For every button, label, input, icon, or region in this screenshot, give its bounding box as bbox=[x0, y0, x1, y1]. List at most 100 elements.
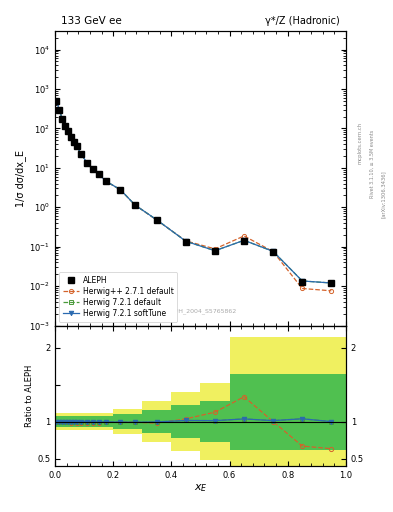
ALEPH bbox=[90, 165, 95, 172]
Herwig 7.2.1 default bbox=[90, 166, 95, 172]
Herwig 7.2.1 default bbox=[63, 123, 68, 129]
Herwig 7.2.1 softTune bbox=[271, 248, 275, 254]
ALEPH bbox=[63, 122, 68, 129]
Herwig++ 2.7.1 default bbox=[242, 233, 246, 239]
ALEPH bbox=[242, 238, 246, 244]
Herwig 7.2.1 softTune bbox=[69, 134, 73, 140]
Herwig++ 2.7.1 default bbox=[118, 187, 123, 193]
Herwig++ 2.7.1 default bbox=[72, 139, 76, 145]
Herwig++ 2.7.1 default bbox=[154, 217, 159, 223]
ALEPH bbox=[213, 248, 217, 254]
Herwig 7.2.1 softTune bbox=[90, 166, 95, 172]
Y-axis label: 1/σ dσ/dx_E: 1/σ dσ/dx_E bbox=[15, 150, 26, 207]
Herwig 7.2.1 softTune bbox=[66, 129, 70, 135]
ALEPH bbox=[54, 98, 59, 104]
ALEPH bbox=[75, 143, 79, 149]
Herwig++ 2.7.1 default bbox=[66, 129, 70, 135]
Line: Herwig++ 2.7.1 default: Herwig++ 2.7.1 default bbox=[54, 99, 333, 293]
Herwig 7.2.1 default bbox=[60, 116, 64, 122]
Herwig++ 2.7.1 default bbox=[133, 202, 138, 208]
Text: ALEPH_2004_S5765862: ALEPH_2004_S5765862 bbox=[164, 308, 237, 314]
Herwig 7.2.1 default bbox=[54, 98, 59, 104]
Herwig++ 2.7.1 default bbox=[60, 116, 64, 122]
Text: [arXiv:1306.3436]: [arXiv:1306.3436] bbox=[381, 170, 386, 219]
Herwig 7.2.1 default bbox=[118, 187, 123, 193]
Y-axis label: Ratio to ALEPH: Ratio to ALEPH bbox=[25, 365, 34, 427]
Herwig 7.2.1 default bbox=[96, 171, 101, 177]
Herwig++ 2.7.1 default bbox=[84, 160, 89, 166]
Herwig 7.2.1 softTune bbox=[54, 98, 59, 104]
ALEPH bbox=[184, 239, 188, 245]
Herwig 7.2.1 softTune bbox=[104, 178, 108, 184]
Herwig 7.2.1 softTune bbox=[79, 151, 84, 157]
Herwig 7.2.1 softTune bbox=[84, 160, 89, 166]
Herwig 7.2.1 default bbox=[329, 280, 334, 286]
Herwig++ 2.7.1 default bbox=[75, 143, 79, 149]
Herwig++ 2.7.1 default bbox=[69, 134, 73, 140]
Herwig 7.2.1 default bbox=[57, 107, 62, 113]
Line: Herwig 7.2.1 default: Herwig 7.2.1 default bbox=[54, 99, 334, 285]
Herwig 7.2.1 softTune bbox=[242, 237, 246, 243]
ALEPH bbox=[271, 248, 275, 254]
Herwig++ 2.7.1 default bbox=[54, 98, 59, 104]
X-axis label: $x_E$: $x_E$ bbox=[194, 482, 207, 495]
Herwig 7.2.1 default bbox=[104, 178, 108, 184]
Herwig 7.2.1 default bbox=[84, 160, 89, 166]
Herwig++ 2.7.1 default bbox=[104, 178, 108, 184]
ALEPH bbox=[60, 116, 64, 122]
ALEPH bbox=[118, 186, 123, 193]
Text: γ*/Z (Hadronic): γ*/Z (Hadronic) bbox=[265, 16, 340, 26]
ALEPH bbox=[84, 160, 89, 166]
ALEPH bbox=[133, 202, 138, 208]
Herwig 7.2.1 default bbox=[300, 278, 305, 284]
Herwig 7.2.1 default bbox=[271, 248, 275, 254]
Text: 133 GeV ee: 133 GeV ee bbox=[61, 16, 121, 26]
Herwig 7.2.1 default bbox=[79, 151, 84, 157]
Herwig++ 2.7.1 default bbox=[90, 166, 95, 172]
Herwig 7.2.1 default bbox=[66, 129, 70, 135]
Herwig 7.2.1 softTune bbox=[57, 107, 62, 113]
Herwig 7.2.1 softTune bbox=[75, 143, 79, 149]
ALEPH bbox=[300, 279, 305, 285]
Herwig 7.2.1 default bbox=[69, 134, 73, 140]
Herwig 7.2.1 softTune bbox=[329, 280, 334, 286]
ALEPH bbox=[104, 178, 108, 184]
Herwig 7.2.1 default bbox=[242, 237, 246, 243]
Herwig++ 2.7.1 default bbox=[300, 285, 305, 291]
Herwig 7.2.1 softTune bbox=[60, 116, 64, 122]
ALEPH bbox=[66, 129, 70, 135]
ALEPH bbox=[69, 134, 73, 140]
Herwig 7.2.1 default bbox=[213, 248, 217, 254]
Text: Rivet 3.1.10, ≥ 3.5M events: Rivet 3.1.10, ≥ 3.5M events bbox=[369, 130, 375, 198]
ALEPH bbox=[329, 280, 334, 286]
Herwig 7.2.1 default bbox=[75, 143, 79, 149]
ALEPH bbox=[79, 151, 84, 157]
Herwig++ 2.7.1 default bbox=[57, 107, 62, 113]
Herwig 7.2.1 softTune bbox=[300, 278, 305, 284]
Herwig++ 2.7.1 default bbox=[329, 288, 334, 294]
ALEPH bbox=[72, 139, 76, 145]
ALEPH bbox=[154, 217, 159, 223]
Herwig++ 2.7.1 default bbox=[63, 123, 68, 129]
Herwig 7.2.1 softTune bbox=[154, 217, 159, 223]
Herwig 7.2.1 default bbox=[133, 202, 138, 208]
Herwig 7.2.1 default bbox=[72, 139, 76, 145]
Herwig 7.2.1 softTune bbox=[72, 139, 76, 145]
Herwig++ 2.7.1 default bbox=[96, 171, 101, 177]
Herwig 7.2.1 default bbox=[154, 217, 159, 223]
ALEPH bbox=[96, 171, 101, 177]
Line: ALEPH: ALEPH bbox=[54, 98, 334, 286]
Text: mcplots.cern.ch: mcplots.cern.ch bbox=[358, 122, 363, 164]
Line: Herwig 7.2.1 softTune: Herwig 7.2.1 softTune bbox=[54, 99, 334, 285]
Herwig 7.2.1 softTune bbox=[63, 123, 68, 129]
Herwig++ 2.7.1 default bbox=[271, 248, 275, 254]
ALEPH bbox=[57, 107, 62, 113]
Herwig 7.2.1 softTune bbox=[184, 238, 188, 244]
Herwig 7.2.1 softTune bbox=[96, 171, 101, 177]
Herwig++ 2.7.1 default bbox=[184, 238, 188, 244]
Herwig 7.2.1 softTune bbox=[213, 248, 217, 254]
Legend: ALEPH, Herwig++ 2.7.1 default, Herwig 7.2.1 default, Herwig 7.2.1 softTune: ALEPH, Herwig++ 2.7.1 default, Herwig 7.… bbox=[59, 272, 177, 322]
Herwig 7.2.1 softTune bbox=[118, 187, 123, 193]
Herwig++ 2.7.1 default bbox=[79, 152, 84, 158]
Herwig 7.2.1 default bbox=[184, 238, 188, 244]
